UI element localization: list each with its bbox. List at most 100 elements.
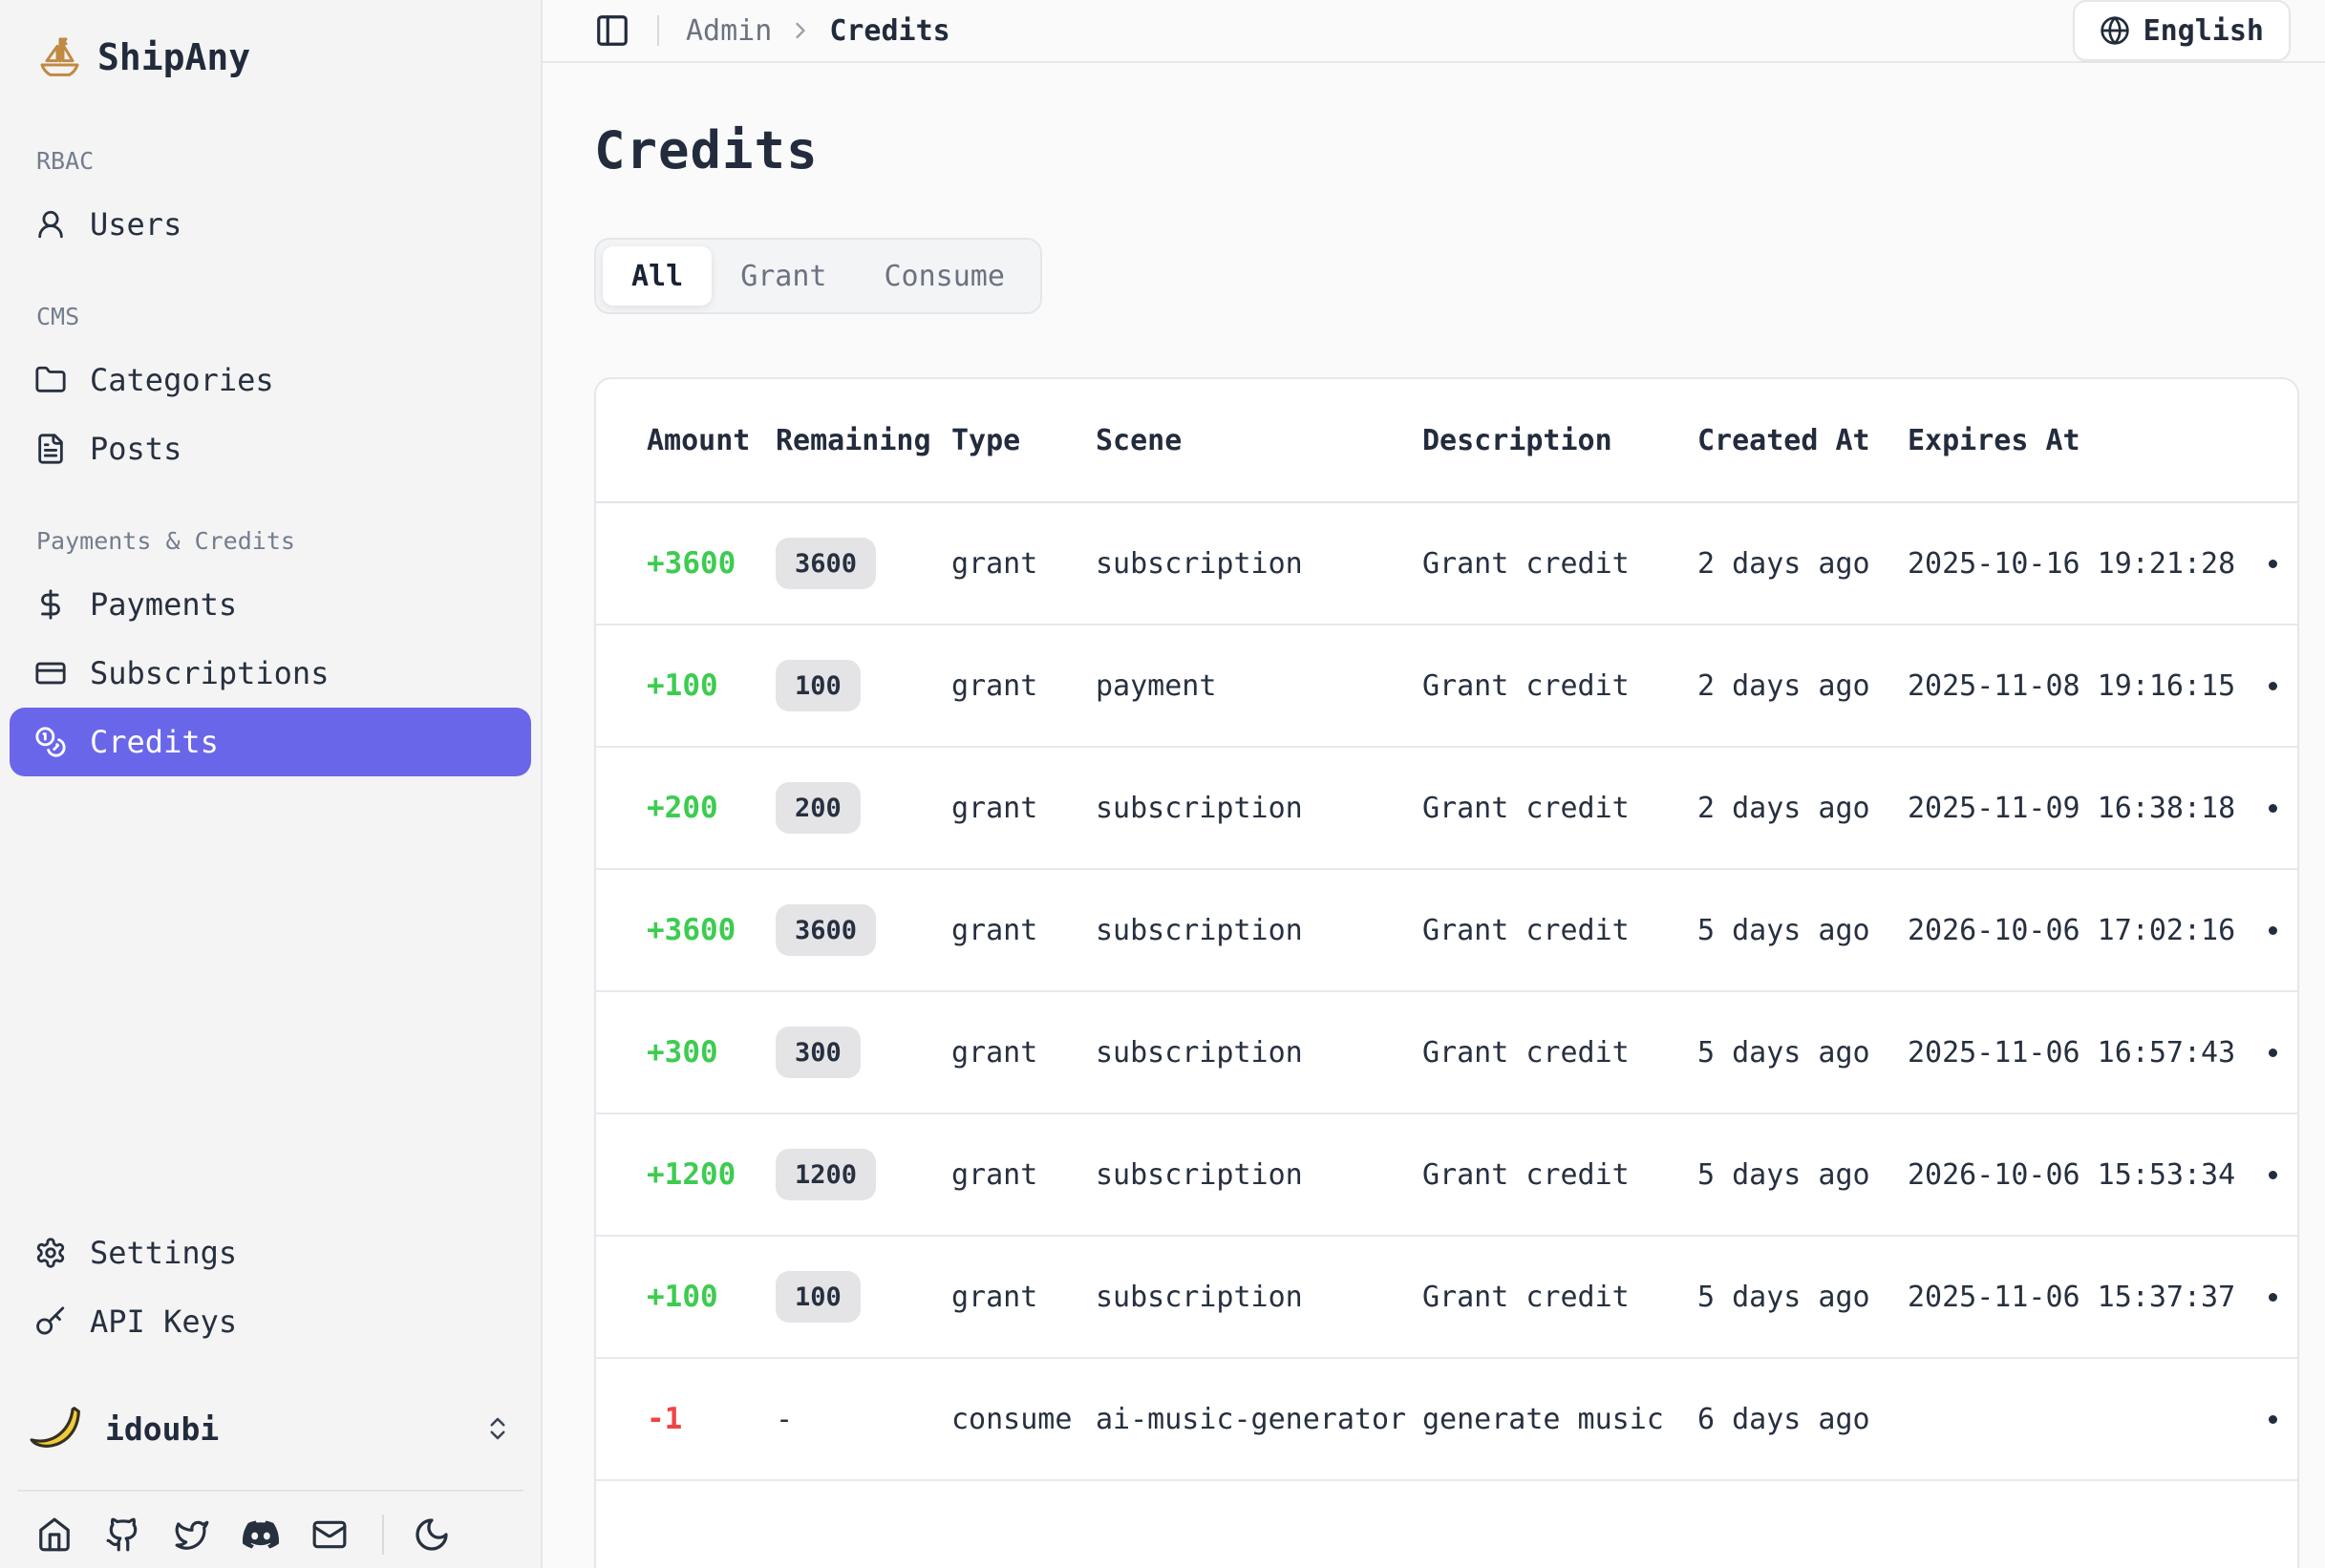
cell-actions: [2248, 1414, 2297, 1424]
sidebar-item-credits[interactable]: Credits: [10, 708, 531, 776]
twitter-icon[interactable]: [174, 1516, 210, 1553]
app-title: ShipAny: [97, 36, 251, 78]
sidebar-item-label: Users: [90, 206, 182, 243]
cell-actions: [2248, 1292, 2297, 1302]
row-actions-dot[interactable]: [2268, 1292, 2277, 1302]
cell-scene: subscription: [1096, 1035, 1303, 1070]
sidebar-item-label: Settings: [90, 1235, 238, 1271]
sidebar: ShipAny RBAC Users CMS Categories Posts Payme…: [0, 0, 543, 1568]
cell-amount: +3600: [647, 546, 736, 581]
row-actions-dot[interactable]: [2268, 559, 2277, 568]
column-header-amount: Amount: [647, 423, 751, 457]
cell-description: generate music: [1422, 1402, 1664, 1436]
row-actions-dot[interactable]: [2268, 1414, 2277, 1424]
remaining-badge: 200: [776, 782, 861, 834]
sidebar-item-label: Credits: [90, 724, 219, 760]
sidebar-item-users[interactable]: Users: [10, 190, 531, 259]
cell-remaining: 100: [776, 1271, 951, 1323]
cell-amount: +200: [647, 791, 718, 825]
cell-remaining: 300: [776, 1027, 951, 1078]
nav-section-label-payments-credits: Payments & Credits: [36, 527, 295, 555]
row-actions-dot[interactable]: [2268, 1048, 2277, 1057]
cell-scene: subscription: [1096, 791, 1303, 825]
github-icon[interactable]: [105, 1516, 141, 1553]
social-links-row: [10, 1492, 531, 1555]
remaining-badge: 100: [776, 1271, 861, 1323]
sidebar-item-categories[interactable]: Categories: [10, 346, 531, 414]
cell-created-at: 2 days ago: [1697, 668, 1870, 703]
remaining-badge: 100: [776, 660, 861, 711]
main-area: Admin Credits English Credits All Grant Co…: [543, 0, 2325, 1568]
discord-icon[interactable]: [243, 1516, 279, 1553]
sidebar-item-settings[interactable]: Settings: [10, 1218, 531, 1287]
cell-description: Grant credit: [1422, 791, 1630, 825]
app-logo[interactable]: ShipAny: [10, 17, 531, 92]
topbar-divider: [657, 15, 659, 46]
home-icon[interactable]: [36, 1516, 73, 1553]
mail-icon[interactable]: [311, 1516, 348, 1553]
cell-actions: [2248, 681, 2297, 690]
cell-actions: [2248, 1170, 2297, 1179]
sidebar-item-label: Subscriptions: [90, 655, 330, 691]
breadcrumb-credits: Credits: [829, 13, 950, 48]
tab-consume[interactable]: Consume: [856, 246, 1034, 306]
page-title: Credits: [594, 120, 819, 180]
table-row: -1 - consume ai-music-generator generate mus…: [596, 1359, 2297, 1481]
user-menu[interactable]: idoubi: [10, 1388, 531, 1469]
cell-actions: [2248, 803, 2297, 813]
cell-remaining: 3600: [776, 904, 951, 956]
remaining-badge: 3600: [776, 538, 877, 589]
key-icon: [34, 1305, 67, 1338]
coins-icon: [34, 726, 67, 758]
cell-expires-at: 2026-10-06 15:53:34: [1908, 1157, 2236, 1192]
sidebar-item-payments[interactable]: Payments: [10, 570, 531, 639]
user-name: idoubi: [105, 1409, 220, 1448]
credit-card-icon: [34, 657, 67, 689]
cell-scene: payment: [1096, 668, 1217, 703]
sidebar-item-api-keys[interactable]: API Keys: [10, 1287, 531, 1356]
row-actions-dot[interactable]: [2268, 803, 2277, 813]
sidebar-item-subscriptions[interactable]: Subscriptions: [10, 639, 531, 708]
language-button[interactable]: English: [2072, 0, 2291, 61]
cell-description: Grant credit: [1422, 546, 1630, 581]
cell-created-at: 5 days ago: [1697, 1035, 1870, 1070]
table-body: +3600 3600 grant subscription Grant credit 2 …: [596, 503, 2297, 1481]
cell-description: Grant credit: [1422, 668, 1630, 703]
credits-filter-tabs: All Grant Consume: [594, 238, 1042, 314]
cell-description: Grant credit: [1422, 1035, 1630, 1070]
post-icon: [34, 433, 67, 465]
cell-remaining: 100: [776, 660, 951, 711]
cell-type: consume: [951, 1402, 1073, 1436]
cell-expires-at: 2025-11-08 19:16:15: [1908, 668, 2236, 703]
row-actions-dot[interactable]: [2268, 925, 2277, 935]
cell-type: grant: [951, 1280, 1038, 1314]
row-actions-dot[interactable]: [2268, 681, 2277, 690]
chevrons-up-down-icon: [483, 1414, 512, 1443]
cell-remaining: -: [776, 1402, 794, 1436]
table-header-row: Amount Remaining Type Scene Description Creat…: [596, 379, 2297, 503]
cell-expires-at: 2025-11-09 16:38:18: [1908, 791, 2236, 825]
sidebar-toggle-button[interactable]: [594, 12, 630, 49]
cell-scene: subscription: [1096, 913, 1303, 947]
cell-created-at: 5 days ago: [1697, 913, 1870, 947]
cell-remaining: 1200: [776, 1149, 951, 1200]
remaining-badge: 3600: [776, 904, 877, 956]
sidebar-item-posts[interactable]: Posts: [10, 414, 531, 483]
cell-created-at: 2 days ago: [1697, 546, 1870, 581]
sidebar-item-label: Posts: [90, 431, 182, 467]
tab-all[interactable]: All: [603, 246, 713, 306]
moon-icon[interactable]: [413, 1515, 451, 1554]
cell-expires-at: 2026-10-06 17:02:16: [1908, 913, 2236, 947]
cell-expires-at: 2025-10-16 19:21:28: [1908, 546, 2236, 581]
table-row: +100 100 grant payment Grant credit 2 days ag…: [596, 625, 2297, 748]
folder-icon: [34, 364, 67, 396]
tab-grant[interactable]: Grant: [712, 246, 855, 306]
cell-type: grant: [951, 1157, 1038, 1192]
breadcrumb-admin[interactable]: Admin: [686, 13, 773, 48]
row-actions-dot[interactable]: [2268, 1170, 2277, 1179]
sidebar-divider: [17, 1490, 523, 1492]
table-row: +3600 3600 grant subscription Grant credit 2 …: [596, 503, 2297, 625]
cell-description: Grant credit: [1422, 1280, 1630, 1314]
cell-amount: -1: [647, 1402, 683, 1436]
